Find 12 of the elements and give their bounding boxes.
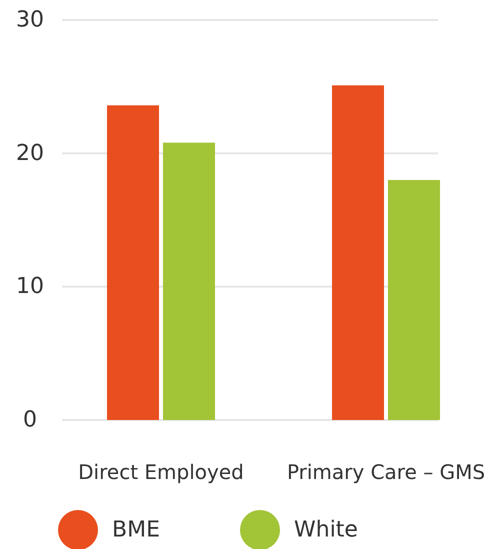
bar: [332, 85, 384, 420]
y-tick-label: 30: [16, 8, 44, 32]
x-tick-label: Direct Employed: [78, 460, 244, 484]
y-tick-label: 0: [23, 408, 37, 432]
bar: [107, 105, 159, 420]
legend-label: BME: [112, 518, 160, 542]
x-tick-label: Primary Care – GMS: [286, 460, 486, 484]
y-tick-label: 10: [16, 274, 44, 300]
y-tick-label: 20: [16, 140, 44, 166]
legend-label: White: [294, 518, 358, 542]
bar: [388, 180, 440, 420]
bar: [163, 142, 215, 420]
